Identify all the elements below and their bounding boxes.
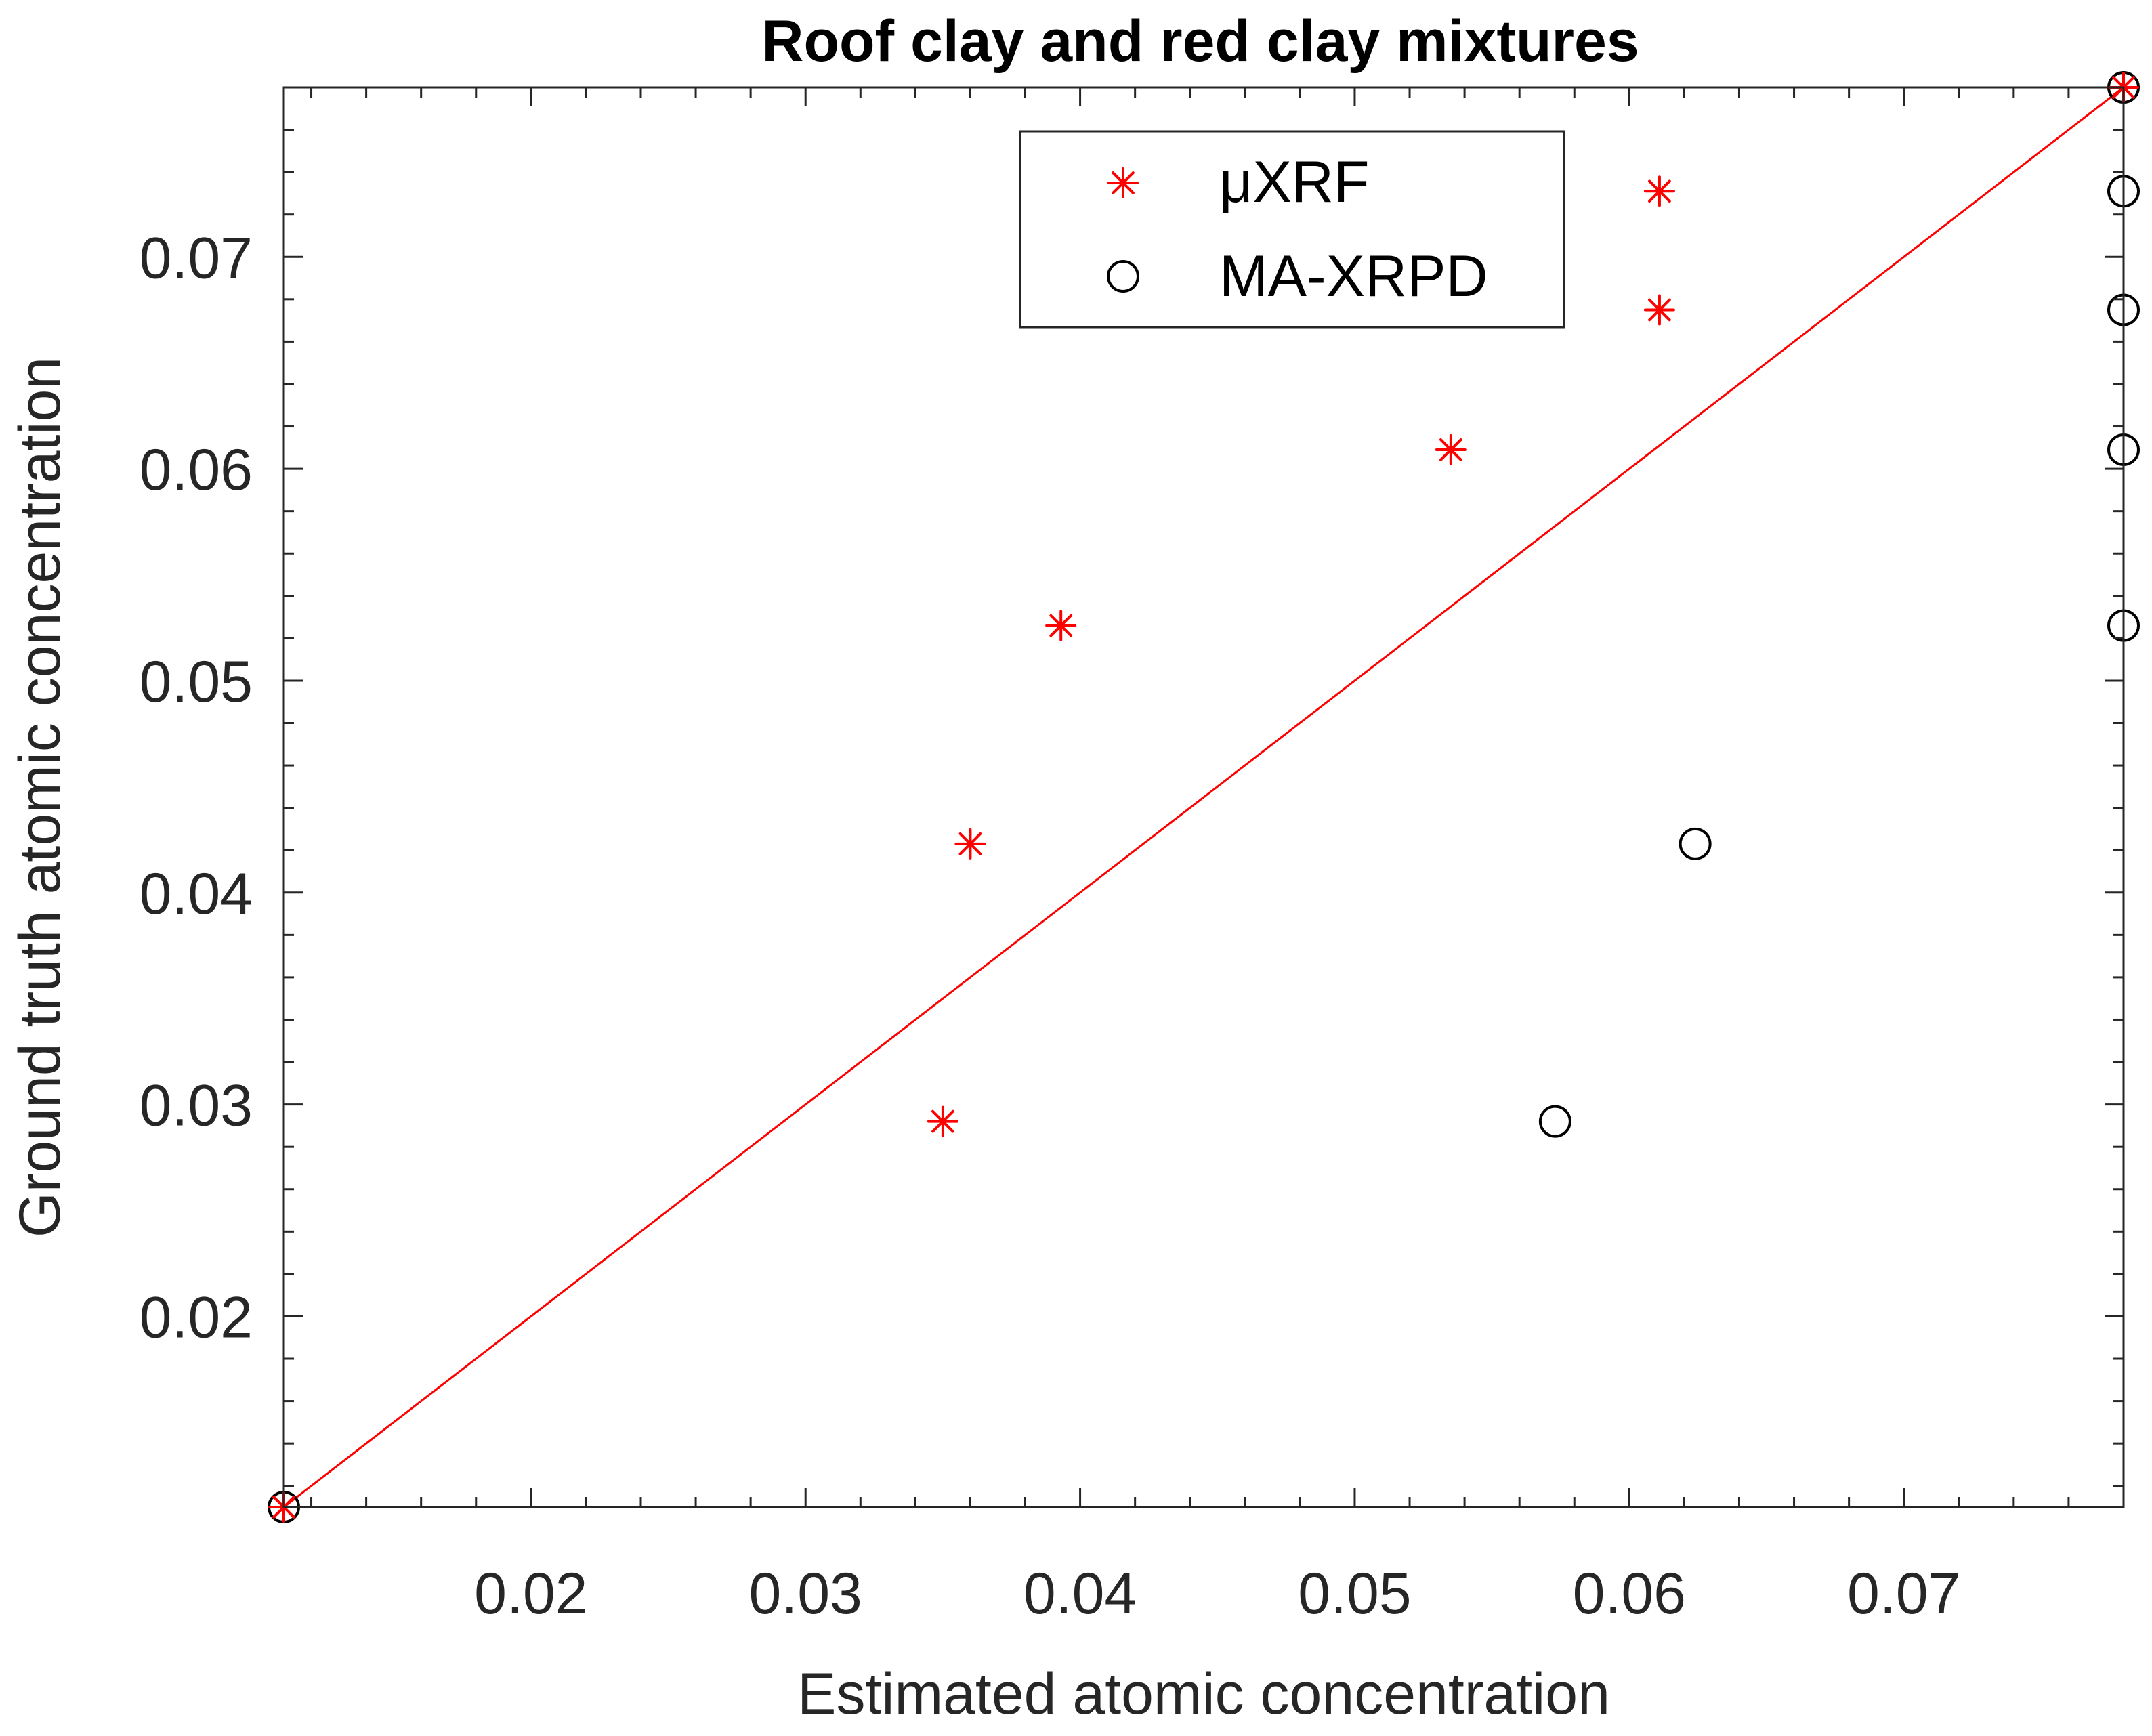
reference-line-layer	[283, 86, 2124, 1508]
uxrf-point-3	[1045, 610, 1077, 641]
y-axis-tick-labels: 0.02 0.03 0.04 0.05 0.06 0.07	[140, 226, 253, 1350]
x-tick-label: 0.05	[1298, 1561, 1411, 1626]
reference-line	[283, 86, 2124, 1508]
ma-xrpd-point-1	[1538, 1105, 1571, 1138]
ma-xrpd-point-2	[1679, 827, 1712, 860]
uxrf-point-1	[927, 1105, 958, 1137]
x-axis-label: Estimated atomic concentration	[797, 1661, 1610, 1727]
uxrf-point-6	[1643, 175, 1675, 207]
x-tick-label: 0.04	[1024, 1561, 1137, 1626]
x-tick-label: 0.07	[1847, 1561, 1960, 1626]
legend-marker-uxrf	[1107, 167, 1139, 198]
legend-box	[1019, 130, 1565, 329]
uxrf-point-4	[1435, 433, 1467, 465]
plot-frame	[282, 86, 2125, 1508]
y-tick-label: 0.03	[140, 1074, 253, 1139]
y-tick-label: 0.04	[140, 862, 253, 927]
legend-asterisk-icon	[1107, 167, 1139, 198]
x-axis-tick-labels: 0.02 0.03 0.04 0.05 0.06 0.07	[474, 1561, 1960, 1626]
uxrf-point-2	[954, 828, 986, 860]
y-tick-label: 0.06	[140, 438, 253, 503]
y-axis-label: Ground truth atomic concentration	[7, 357, 72, 1237]
legend-circle-icon	[1107, 260, 1139, 293]
y-tick-label: 0.05	[140, 650, 253, 715]
axis-ticks	[284, 87, 2124, 1507]
legend: μXRF MA-XRPD	[1019, 130, 1565, 329]
x-tick-label: 0.02	[474, 1561, 587, 1626]
chart-title: Roof clay and red clay mixtures	[761, 9, 1639, 74]
uxrf-point-5	[1643, 294, 1675, 326]
legend-label-ma-xrpd: MA-XRPD	[1219, 244, 1488, 309]
y-tick-label: 0.07	[140, 226, 253, 291]
x-tick-label: 0.06	[1573, 1561, 1686, 1626]
legend-label-uxrf: μXRF	[1219, 150, 1370, 215]
x-tick-label: 0.03	[749, 1561, 862, 1626]
legend-marker-ma-xrpd	[1107, 260, 1139, 293]
y-tick-label: 0.02	[140, 1285, 253, 1350]
